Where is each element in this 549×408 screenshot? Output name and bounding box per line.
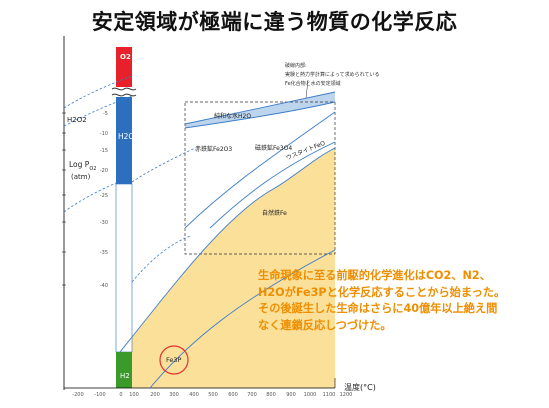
fe3p-circle bbox=[159, 345, 189, 375]
x-tick-label: 700 bbox=[247, 392, 257, 398]
x-tick-label: 1200 bbox=[340, 392, 353, 398]
pure-water-region bbox=[185, 92, 335, 128]
stability-dashed-box bbox=[184, 101, 336, 255]
pure-water-lower-boundary bbox=[184, 101, 336, 129]
x-tick-label: 0 bbox=[119, 392, 122, 398]
callout-line-1: 破線内部: bbox=[285, 62, 307, 69]
y-tick-label: -25 bbox=[100, 193, 108, 199]
y-tick-label: -20 bbox=[100, 168, 108, 174]
h2o2-line-lower bbox=[63, 95, 133, 127]
magnetite-wustite-boundary bbox=[209, 141, 336, 229]
y-tick-label: -35 bbox=[100, 250, 108, 256]
h2-bar bbox=[116, 352, 132, 388]
pure-water-upper-boundary bbox=[184, 91, 336, 125]
magnetite-label: 磁鉄鉱Fe3O4 bbox=[255, 144, 292, 152]
description-line: H2OがFe3Pと化学反応することから始まった。 bbox=[258, 285, 506, 299]
o2-bar bbox=[116, 47, 132, 87]
x-tick-label: -100 bbox=[94, 392, 105, 398]
callout-line-2: 実験と熱力学計算によって求められている bbox=[285, 71, 379, 78]
hematite-magnetite-boundary bbox=[184, 111, 336, 229]
y-tick-marks bbox=[62, 112, 66, 286]
x-tick-label: 600 bbox=[228, 392, 238, 398]
h2-label: H2 bbox=[120, 372, 130, 380]
bar-guide bbox=[115, 183, 133, 353]
h2o2-line-upper bbox=[63, 75, 133, 109]
description-line: 生命現象に至る前駆的化学進化はCO2、N2、 bbox=[258, 269, 491, 282]
iron-boundary bbox=[119, 147, 336, 353]
y-axis-label: Log PO2 bbox=[69, 160, 96, 172]
x-tick-label: 1000 bbox=[304, 392, 317, 398]
hematite-label: 赤鉄鉱Fe2O3 bbox=[195, 145, 232, 153]
y-tick-label: -5 bbox=[103, 111, 108, 117]
x-tick-label: -200 bbox=[72, 392, 83, 398]
hematite-extension-line bbox=[131, 147, 196, 183]
y-tick-label: -30 bbox=[100, 220, 108, 226]
y-tick-label: -40 bbox=[100, 283, 108, 289]
native-iron-label: 自然鉄Fe bbox=[262, 209, 287, 217]
callout-line-3: Fe化合物と水の安定領域 bbox=[285, 80, 341, 87]
x-tick-label: 500 bbox=[208, 392, 218, 398]
description-line: なく連鎖反応しつづけた。 bbox=[258, 318, 392, 332]
axis-break-bottom bbox=[111, 93, 137, 97]
fe3p-label: Fe3P bbox=[166, 356, 182, 364]
y-tick-label: -15 bbox=[100, 148, 108, 154]
o2-label: O2 bbox=[120, 53, 131, 61]
x-tick-label: 300 bbox=[169, 392, 179, 398]
callout-leader bbox=[305, 79, 309, 99]
x-tick-label: 200 bbox=[150, 392, 160, 398]
description-text: 生命現象に至る前駆的化学進化はCO2、N2、 H2OがFe3Pと化学反応すること… bbox=[258, 268, 548, 334]
x-tick-label: 1100 bbox=[323, 392, 336, 398]
fe3p-boundary bbox=[149, 249, 336, 389]
pure-water-label: 純和な水H2O bbox=[214, 112, 251, 120]
x-tick-label: 400 bbox=[189, 392, 199, 398]
h2o-label: H2O bbox=[118, 132, 134, 141]
h2o-extension-line bbox=[63, 181, 119, 213]
y-axis-unit: (atm) bbox=[71, 173, 91, 181]
h2o2-label: H2O2 bbox=[67, 116, 87, 124]
y-axis-label-main: Log P bbox=[69, 160, 90, 169]
x-tick-label: 800 bbox=[266, 392, 276, 398]
y-axis-label-sub: O2 bbox=[89, 166, 96, 172]
page-title: 安定領域が極端に違う物質の化学反応 bbox=[91, 10, 458, 34]
x-tick-label: 900 bbox=[286, 392, 296, 398]
description-line: その後誕生した生命はさらに40億年以上絶え間 bbox=[258, 302, 498, 315]
magnetite-extension-line bbox=[131, 235, 191, 283]
x-tick-label: 100 bbox=[129, 392, 139, 398]
x-axis-label: 温度(°C) bbox=[344, 382, 376, 392]
axis-break-top bbox=[111, 87, 137, 91]
native-iron-region bbox=[120, 148, 335, 388]
y-tick-label: -10 bbox=[100, 131, 108, 137]
h2o-bar bbox=[116, 97, 132, 184]
